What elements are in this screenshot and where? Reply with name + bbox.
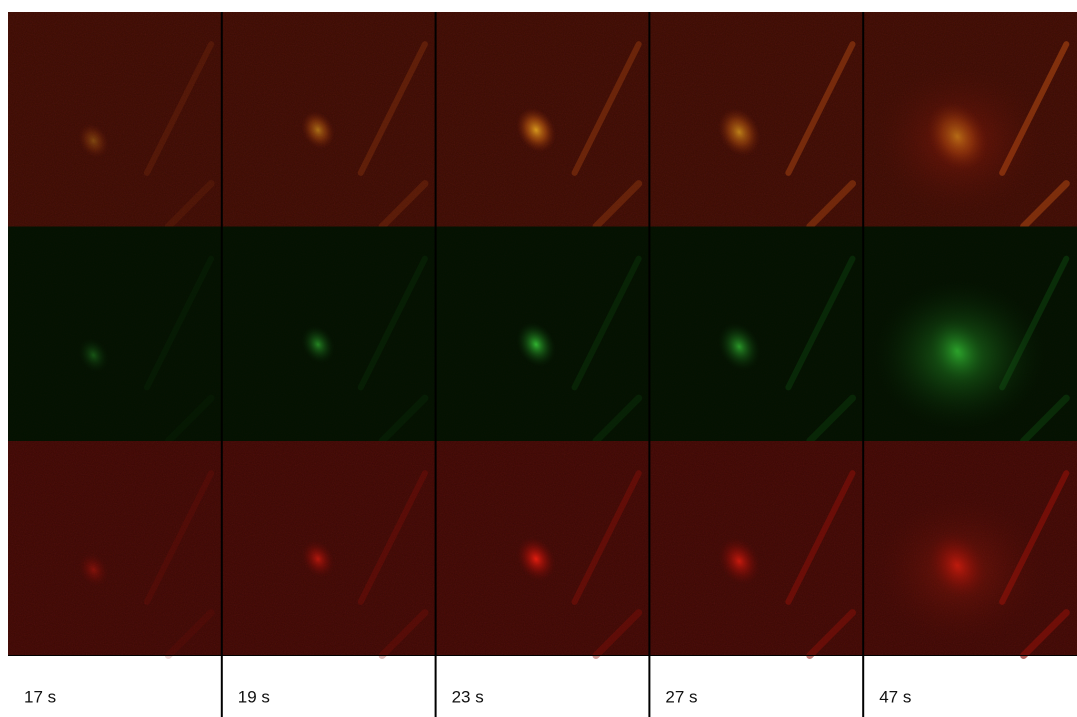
fluorescent-cluster [516, 107, 556, 153]
time-label: 47 s [879, 687, 911, 706]
fluorescent-cluster [516, 536, 556, 582]
cell-streak [592, 180, 643, 230]
cell-streak [785, 255, 856, 391]
fluorescent-cluster [516, 322, 556, 367]
cell-streak [1020, 609, 1070, 659]
cell-streak [143, 470, 215, 605]
cell-streak [164, 180, 215, 230]
time-label: 19 s [238, 687, 270, 706]
cell-streak [571, 255, 642, 391]
fluorescent-cluster [718, 108, 761, 157]
fluorescent-cluster [78, 338, 109, 373]
fluorescent-cluster [927, 316, 988, 386]
fluorescent-cluster [718, 537, 761, 586]
panel-noise [649, 12, 864, 227]
cell-streak [592, 394, 643, 445]
time-label: 23 s [452, 687, 484, 706]
fluorescent-cluster [927, 531, 988, 600]
fluorescent-cluster [301, 111, 335, 149]
cell-streak [592, 609, 643, 659]
cell-streak [806, 394, 857, 445]
panel-noise [8, 226, 222, 441]
cell-streak [378, 609, 429, 659]
panel-noise [649, 441, 864, 656]
cell-streak [571, 41, 642, 176]
fluorescent-cluster [927, 102, 988, 171]
cell-streak [378, 394, 429, 445]
panel-noise [8, 12, 222, 227]
panel-noise [649, 226, 864, 441]
fluorescent-cluster [78, 123, 109, 158]
fluorescent-cluster [301, 325, 335, 364]
fluorescent-cluster [718, 322, 761, 371]
cell-streak [164, 609, 215, 659]
cell-streak [143, 41, 215, 176]
cell-streak [143, 255, 215, 391]
cell-streak [806, 609, 857, 659]
cell-streak [571, 470, 642, 605]
cell-streak [806, 180, 857, 230]
cell-streak [785, 470, 856, 605]
cell-streak [378, 180, 429, 230]
cell-streak [785, 41, 856, 176]
fluorescent-cluster [301, 540, 335, 578]
cell-streak [1020, 180, 1070, 230]
cell-streak [164, 394, 215, 445]
fluorescent-cluster [78, 552, 109, 587]
cell-streak [357, 41, 428, 176]
cell-streak [357, 255, 428, 391]
time-label: 17 s [24, 687, 56, 706]
time-label: 27 s [665, 687, 697, 706]
panel-noise [8, 441, 222, 656]
cell-streak [357, 470, 428, 605]
cell-streak [1020, 394, 1070, 445]
